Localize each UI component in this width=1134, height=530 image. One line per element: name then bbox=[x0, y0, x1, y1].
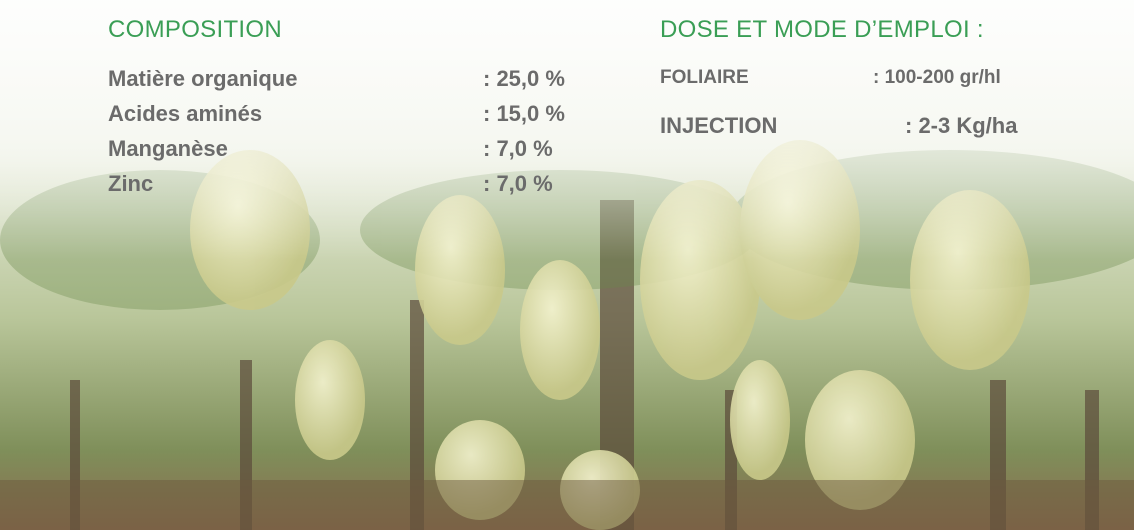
item-name: Acides aminés bbox=[108, 101, 262, 127]
dose-value: : 2-3 Kg/ha bbox=[905, 113, 1017, 139]
dose-name: INJECTION bbox=[660, 113, 777, 139]
item-name: Manganèse bbox=[108, 136, 228, 162]
dose-value: : 100-200 gr/hl bbox=[873, 67, 1001, 89]
dose-name: FOLIAIRE bbox=[660, 67, 749, 89]
item-value: : 7,0 % bbox=[483, 136, 553, 162]
item-value: : 25,0 % bbox=[483, 66, 565, 92]
section-title: COMPOSITION bbox=[108, 16, 282, 44]
item-value: : 15,0 % bbox=[483, 101, 565, 127]
section-title: DOSE ET MODE D’EMPLOI : bbox=[660, 16, 984, 44]
item-name: Zinc bbox=[108, 171, 153, 197]
item-value: : 7,0 % bbox=[483, 171, 553, 197]
page: COMPOSITION Matière organique : 25,0 % A… bbox=[0, 0, 1134, 530]
item-name: Matière organique bbox=[108, 66, 297, 92]
